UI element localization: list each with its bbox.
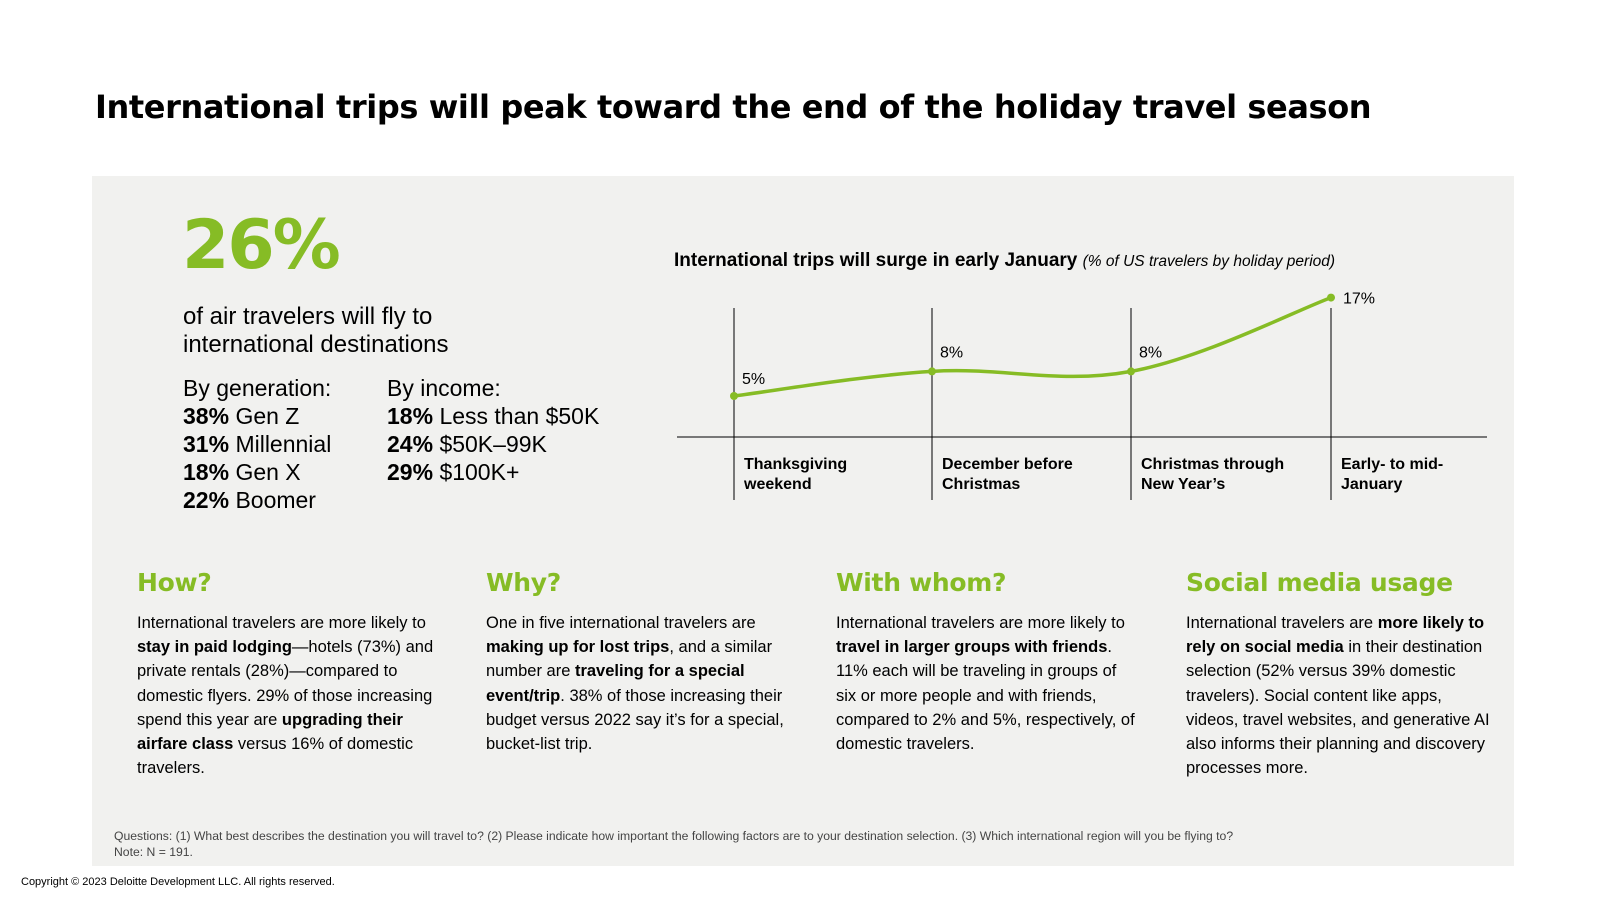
generation-pct: 18% (183, 459, 230, 485)
generation-label: Millennial (235, 431, 332, 457)
section-emphasis: stay in paid lodging (137, 638, 292, 657)
income-item: 24% $50K–99K (387, 430, 599, 458)
section-text: One in five international travelers are (486, 614, 756, 632)
section-heading: Social media usage (1186, 568, 1453, 597)
generation-pct: 22% (183, 487, 230, 513)
data-label: 17% (1343, 291, 1375, 308)
headline-stat: 26% (182, 206, 341, 285)
generation-heading: By generation: (183, 375, 332, 401)
generation-breakdown: By generation: 38% Gen Z 31% Millennial … (183, 374, 331, 514)
data-label: 5% (742, 371, 765, 388)
income-label: Less than $50K (439, 403, 600, 429)
headline-description: of air travelers will fly to internation… (183, 303, 449, 358)
section-text: , and a similar number are (486, 638, 773, 681)
income-breakdown: By income: 18% Less than $50K 24% $50K–9… (387, 374, 599, 486)
section-text: International travelers are (1186, 614, 1378, 632)
income-pct: 18% (387, 403, 434, 429)
data-point (1127, 367, 1135, 376)
income-label: $50K–99K (439, 431, 547, 457)
section-body: International travelers are more likely … (1186, 611, 1491, 780)
category-label: Early- to mid- (1341, 456, 1443, 473)
section-text: International travelers are more likely … (137, 614, 426, 632)
data-label: 8% (1139, 344, 1162, 361)
generation-item: 18% Gen X (183, 458, 331, 486)
section-emphasis: making up for lost trips (486, 638, 670, 657)
page-title: International trips will peak toward the… (95, 88, 1372, 126)
generation-pct: 38% (183, 403, 230, 429)
generation-item: 31% Millennial (183, 430, 331, 458)
section-with-whom: With whom? International travelers are m… (836, 568, 1141, 756)
section-text: . 11% each will be traveling in groups o… (836, 638, 1135, 754)
data-point (1327, 293, 1335, 302)
income-pct: 29% (387, 459, 434, 485)
section-text: —hotels (73%) and private rentals (28%)—… (137, 638, 434, 729)
generation-item: 38% Gen Z (183, 402, 331, 430)
generation-label: Gen X (235, 459, 301, 485)
data-point (730, 392, 738, 400)
section-text: in their destination selection (52% vers… (1186, 638, 1490, 778)
generation-item: 22% Boomer (183, 486, 331, 514)
section-text: International travelers are more likely … (836, 614, 1125, 632)
section-social-media: Social media usage International travele… (1186, 568, 1491, 780)
content-panel (92, 176, 1514, 866)
chart-subtitle: (% of US travelers by holiday period) (1082, 253, 1336, 270)
section-why: Why? One in five international travelers… (486, 568, 791, 756)
section-how: How? International travelers are more li… (137, 568, 442, 780)
category-label: December before (942, 456, 1073, 473)
section-body: International travelers are more likely … (137, 611, 442, 780)
generation-pct: 31% (183, 431, 230, 457)
section-emphasis: travel in larger groups with friends (836, 638, 1108, 657)
section-emphasis: more likely to rely on social media (1186, 614, 1485, 657)
section-text: versus 16% of domestic travelers. (137, 735, 414, 778)
section-emphasis: traveling for a special event/trip (486, 662, 745, 705)
income-label: $100K+ (439, 459, 520, 485)
generation-label: Boomer (235, 487, 316, 513)
chart-title: International trips will surge in early … (674, 250, 1078, 271)
generation-label: Gen Z (235, 403, 300, 429)
section-text: . 38% of those increasing their budget v… (486, 686, 784, 754)
category-label: Thanksgiving (744, 456, 847, 473)
footnote-questions: Questions: (1) What best describes the d… (114, 829, 1234, 843)
category-label: Christmas through (1141, 456, 1284, 473)
data-label: 8% (940, 344, 963, 361)
category-label: New Year’s (1141, 476, 1225, 493)
data-point (928, 367, 936, 376)
category-label: weekend (743, 476, 812, 493)
category-label: January (1341, 476, 1402, 493)
section-body: International travelers are more likely … (836, 611, 1141, 756)
section-heading: How? (137, 568, 212, 597)
income-pct: 24% (387, 431, 434, 457)
section-heading: With whom? (836, 568, 1007, 597)
income-item: 29% $100K+ (387, 458, 599, 486)
income-item: 18% Less than $50K (387, 402, 599, 430)
chart-title-block: International trips will surge in early … (674, 250, 1335, 272)
income-heading: By income: (387, 375, 501, 401)
category-label: Christmas (942, 476, 1020, 493)
copyright: Copyright © 2023 Deloitte Development LL… (21, 876, 335, 888)
section-body: One in five international travelers are … (486, 611, 791, 756)
section-heading: Why? (486, 568, 561, 597)
footnote-note: Note: N = 191. (114, 845, 193, 859)
series-line (732, 295, 1333, 398)
footnote: Questions: (1) What best describes the d… (114, 828, 1233, 860)
section-emphasis: upgrading their airfare class (137, 710, 403, 754)
